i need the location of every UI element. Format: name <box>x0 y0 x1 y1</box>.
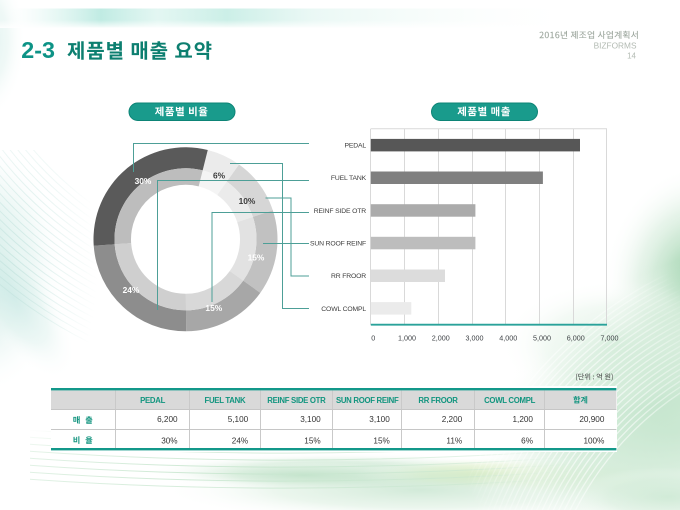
svg-text:3,100: 3,100 <box>300 415 321 424</box>
svg-text:2-3: 2-3 <box>21 37 55 63</box>
svg-text:COWL COMPL: COWL COMPL <box>321 306 366 313</box>
svg-text:6,000: 6,000 <box>567 334 585 343</box>
svg-text:30%: 30% <box>135 176 152 186</box>
svg-text:RR FROOR: RR FROOR <box>418 396 458 405</box>
svg-text:10%: 10% <box>239 196 256 206</box>
svg-text:0: 0 <box>371 334 375 343</box>
svg-text:15%: 15% <box>304 437 320 446</box>
svg-text:5,000: 5,000 <box>533 334 551 343</box>
svg-text:30%: 30% <box>161 437 177 446</box>
svg-text:FUEL TANK: FUEL TANK <box>205 396 246 405</box>
svg-text:6%: 6% <box>521 437 533 446</box>
svg-text:1,200: 1,200 <box>513 415 534 424</box>
svg-text:15%: 15% <box>373 437 389 446</box>
svg-text:4,000: 4,000 <box>499 334 517 343</box>
svg-text:BIZFORMS: BIZFORMS <box>594 41 637 51</box>
svg-text:24%: 24% <box>123 285 140 295</box>
svg-text:REINF SIDE OTR: REINF SIDE OTR <box>267 396 326 405</box>
svg-text:2,200: 2,200 <box>442 415 463 424</box>
svg-text:7,000: 7,000 <box>601 334 619 343</box>
svg-text:6%: 6% <box>213 170 226 180</box>
svg-text:5,100: 5,100 <box>228 415 249 424</box>
svg-text:11%: 11% <box>446 437 462 446</box>
svg-text:15%: 15% <box>205 303 222 313</box>
svg-text:3,000: 3,000 <box>466 334 484 343</box>
svg-text:PEDAL: PEDAL <box>140 396 165 405</box>
svg-text:6,200: 6,200 <box>157 415 178 424</box>
svg-text:REINF SIDE OTR: REINF SIDE OTR <box>314 208 367 215</box>
svg-text:PEDAL: PEDAL <box>344 143 366 150</box>
svg-text:FUEL TANK: FUEL TANK <box>331 175 367 182</box>
svg-text:1,000: 1,000 <box>398 334 416 343</box>
svg-text:100%: 100% <box>583 437 604 446</box>
svg-text:RR FROOR: RR FROOR <box>331 273 366 280</box>
svg-text:3,100: 3,100 <box>369 415 390 424</box>
svg-text:15%: 15% <box>248 252 265 262</box>
svg-text:COWL COMPL: COWL COMPL <box>484 396 536 405</box>
svg-text:SUN ROOF REINF: SUN ROOF REINF <box>310 241 366 248</box>
svg-text:24%: 24% <box>232 437 248 446</box>
svg-text:2,000: 2,000 <box>432 334 450 343</box>
svg-text:20,900: 20,900 <box>579 415 604 424</box>
svg-text:14: 14 <box>627 52 636 61</box>
svg-text:SUN ROOF REINF: SUN ROOF REINF <box>336 396 399 405</box>
